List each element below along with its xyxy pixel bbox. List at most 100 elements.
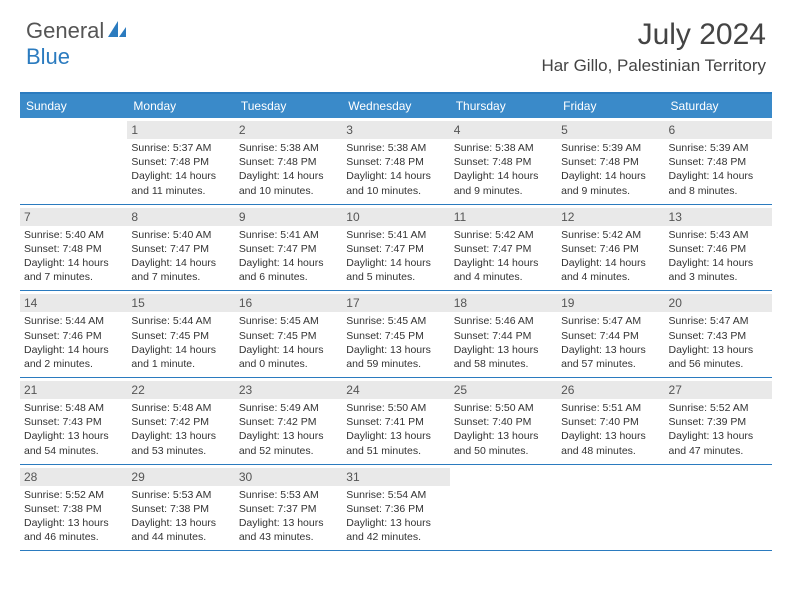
page-header: General July 2024 Har Gillo, Palestinian… — [0, 0, 792, 84]
day-cell — [665, 465, 772, 551]
day-number: 1 — [127, 121, 234, 139]
day-details: Sunrise: 5:53 AM Sunset: 7:37 PM Dayligh… — [239, 488, 338, 545]
day-number: 12 — [557, 208, 664, 226]
week-row: 21 Sunrise: 5:48 AM Sunset: 7:43 PM Dayli… — [20, 378, 772, 465]
day-cell: 12 Sunrise: 5:42 AM Sunset: 7:46 PM Dayli… — [557, 205, 664, 291]
day-cell: 27 Sunrise: 5:52 AM Sunset: 7:39 PM Dayli… — [665, 378, 772, 464]
day-cell: 6 Sunrise: 5:39 AM Sunset: 7:48 PM Daylig… — [665, 118, 772, 204]
day-details: Sunrise: 5:43 AM Sunset: 7:46 PM Dayligh… — [669, 228, 768, 285]
dayhead-sun: Sunday — [20, 94, 127, 118]
dayhead-tue: Tuesday — [235, 94, 342, 118]
day-details: Sunrise: 5:41 AM Sunset: 7:47 PM Dayligh… — [239, 228, 338, 285]
day-cell: 7 Sunrise: 5:40 AM Sunset: 7:48 PM Daylig… — [20, 205, 127, 291]
day-number: 13 — [665, 208, 772, 226]
weeks-container: 1 Sunrise: 5:37 AM Sunset: 7:48 PM Daylig… — [20, 118, 772, 551]
location-label: Har Gillo, Palestinian Territory — [541, 56, 766, 76]
day-details: Sunrise: 5:51 AM Sunset: 7:40 PM Dayligh… — [561, 401, 660, 458]
day-cell: 5Sunrise: 5:39 AM Sunset: 7:48 PM Daylig… — [557, 118, 664, 204]
day-cell: 14 Sunrise: 5:44 AM Sunset: 7:46 PM Dayli… — [20, 291, 127, 377]
day-number: 23 — [235, 381, 342, 399]
day-details: Sunrise: 5:37 AM Sunset: 7:48 PM Dayligh… — [131, 141, 230, 198]
day-details: Sunrise: 5:47 AM Sunset: 7:43 PM Dayligh… — [669, 314, 768, 371]
day-cell: 23 Sunrise: 5:49 AM Sunset: 7:42 PM Dayli… — [235, 378, 342, 464]
day-details: Sunrise: 5:39 AM Sunset: 7:48 PM Dayligh… — [561, 141, 660, 198]
day-details: Sunrise: 5:45 AM Sunset: 7:45 PM Dayligh… — [239, 314, 338, 371]
day-details: Sunrise: 5:38 AM Sunset: 7:48 PM Dayligh… — [454, 141, 553, 198]
day-details: Sunrise: 5:39 AM Sunset: 7:48 PM Dayligh… — [669, 141, 768, 198]
day-number: 2 — [235, 121, 342, 139]
day-details: Sunrise: 5:44 AM Sunset: 7:46 PM Dayligh… — [24, 314, 123, 371]
day-details: Sunrise: 5:49 AM Sunset: 7:42 PM Dayligh… — [239, 401, 338, 458]
dayhead-mon: Monday — [127, 94, 234, 118]
day-details: Sunrise: 5:42 AM Sunset: 7:46 PM Dayligh… — [561, 228, 660, 285]
day-number: 26 — [557, 381, 664, 399]
day-cell: 2Sunrise: 5:38 AM Sunset: 7:48 PM Daylig… — [235, 118, 342, 204]
day-cell: 31Sunrise: 5:54 AM Sunset: 7:36 PM Dayli… — [342, 465, 449, 551]
day-cell: 10 Sunrise: 5:41 AM Sunset: 7:47 PM Dayli… — [342, 205, 449, 291]
logo: General — [26, 18, 130, 44]
day-cell: 17 Sunrise: 5:45 AM Sunset: 7:45 PM Dayli… — [342, 291, 449, 377]
day-details: Sunrise: 5:50 AM Sunset: 7:40 PM Dayligh… — [454, 401, 553, 458]
day-number: 11 — [450, 208, 557, 226]
day-details: Sunrise: 5:44 AM Sunset: 7:45 PM Dayligh… — [131, 314, 230, 371]
day-number: 3 — [342, 121, 449, 139]
day-cell: 21 Sunrise: 5:48 AM Sunset: 7:43 PM Dayli… — [20, 378, 127, 464]
logo-text-blue: Blue — [26, 44, 70, 69]
day-cell: 4 Sunrise: 5:38 AM Sunset: 7:48 PM Daylig… — [450, 118, 557, 204]
week-row: 7 Sunrise: 5:40 AM Sunset: 7:48 PM Daylig… — [20, 205, 772, 292]
week-row: 28 Sunrise: 5:52 AM Sunset: 7:38 PM Dayli… — [20, 465, 772, 552]
day-number: 28 — [20, 468, 127, 486]
day-details: Sunrise: 5:52 AM Sunset: 7:38 PM Dayligh… — [24, 488, 123, 545]
day-number: 21 — [20, 381, 127, 399]
day-details: Sunrise: 5:46 AM Sunset: 7:44 PM Dayligh… — [454, 314, 553, 371]
dayhead-wed: Wednesday — [342, 94, 449, 118]
day-number: 17 — [342, 294, 449, 312]
day-details: Sunrise: 5:40 AM Sunset: 7:47 PM Dayligh… — [131, 228, 230, 285]
day-number: 25 — [450, 381, 557, 399]
day-cell: 8 Sunrise: 5:40 AM Sunset: 7:47 PM Daylig… — [127, 205, 234, 291]
day-cell: 24 Sunrise: 5:50 AM Sunset: 7:41 PM Dayli… — [342, 378, 449, 464]
day-cell: 29Sunrise: 5:53 AM Sunset: 7:38 PM Dayli… — [127, 465, 234, 551]
day-details: Sunrise: 5:48 AM Sunset: 7:43 PM Dayligh… — [24, 401, 123, 458]
day-number: 18 — [450, 294, 557, 312]
day-cell: 25 Sunrise: 5:50 AM Sunset: 7:40 PM Dayli… — [450, 378, 557, 464]
day-details: Sunrise: 5:41 AM Sunset: 7:47 PM Dayligh… — [346, 228, 445, 285]
day-number: 8 — [127, 208, 234, 226]
day-details: Sunrise: 5:42 AM Sunset: 7:47 PM Dayligh… — [454, 228, 553, 285]
day-number: 20 — [665, 294, 772, 312]
day-cell — [557, 465, 664, 551]
day-number: 15 — [127, 294, 234, 312]
day-cell — [450, 465, 557, 551]
day-cell: 30Sunrise: 5:53 AM Sunset: 7:37 PM Dayli… — [235, 465, 342, 551]
month-title: July 2024 — [541, 18, 766, 52]
day-details: Sunrise: 5:40 AM Sunset: 7:48 PM Dayligh… — [24, 228, 123, 285]
day-cell: 26 Sunrise: 5:51 AM Sunset: 7:40 PM Dayli… — [557, 378, 664, 464]
day-cell: 11 Sunrise: 5:42 AM Sunset: 7:47 PM Dayli… — [450, 205, 557, 291]
dayhead-thu: Thursday — [450, 94, 557, 118]
day-cell: 20 Sunrise: 5:47 AM Sunset: 7:43 PM Dayli… — [665, 291, 772, 377]
day-number: 6 — [665, 121, 772, 139]
day-cell: 1 Sunrise: 5:37 AM Sunset: 7:48 PM Daylig… — [127, 118, 234, 204]
day-cell: 19Sunrise: 5:47 AM Sunset: 7:44 PM Dayli… — [557, 291, 664, 377]
day-cell: 15 Sunrise: 5:44 AM Sunset: 7:45 PM Dayli… — [127, 291, 234, 377]
day-details: Sunrise: 5:53 AM Sunset: 7:38 PM Dayligh… — [131, 488, 230, 545]
day-number: 7 — [20, 208, 127, 226]
day-number: 31 — [342, 468, 449, 486]
day-cell: 3Sunrise: 5:38 AM Sunset: 7:48 PM Daylig… — [342, 118, 449, 204]
day-cell — [20, 118, 127, 204]
day-cell: 16Sunrise: 5:45 AM Sunset: 7:45 PM Dayli… — [235, 291, 342, 377]
week-row: 14 Sunrise: 5:44 AM Sunset: 7:46 PM Dayli… — [20, 291, 772, 378]
day-details: Sunrise: 5:52 AM Sunset: 7:39 PM Dayligh… — [669, 401, 768, 458]
dayhead-fri: Friday — [557, 94, 664, 118]
day-number: 9 — [235, 208, 342, 226]
day-number: 10 — [342, 208, 449, 226]
day-number: 14 — [20, 294, 127, 312]
day-number: 19 — [557, 294, 664, 312]
logo-sail-icon — [106, 19, 128, 44]
day-details: Sunrise: 5:45 AM Sunset: 7:45 PM Dayligh… — [346, 314, 445, 371]
day-number: 24 — [342, 381, 449, 399]
day-details: Sunrise: 5:50 AM Sunset: 7:41 PM Dayligh… — [346, 401, 445, 458]
day-number: 27 — [665, 381, 772, 399]
day-number: 4 — [450, 121, 557, 139]
dayhead-sat: Saturday — [665, 94, 772, 118]
